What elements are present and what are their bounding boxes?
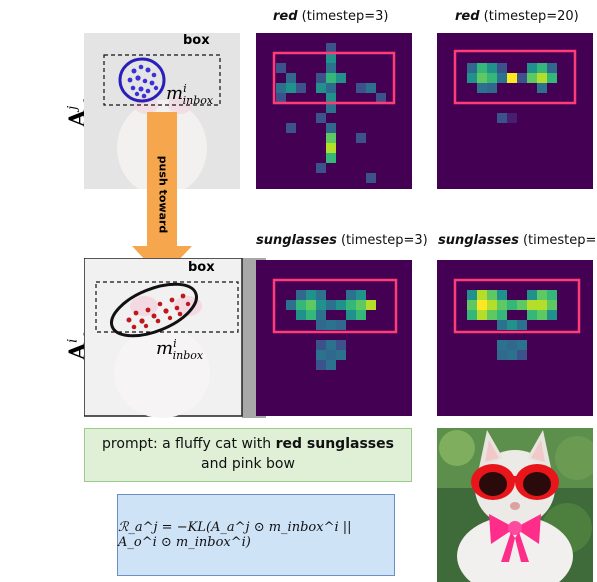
formula-box: ℛ_a^j = −KL(A_a^j ⊙ m_inbox^i || A_o^i ⊙… (117, 494, 395, 576)
generated-cat-image (437, 428, 593, 582)
prompt-bold: red sunglasses (275, 436, 394, 452)
bottom-dashed-box (95, 281, 239, 333)
caption-red-t20: red (timestep=20) (455, 9, 579, 24)
bottom-m-inbox-label: miinbox (156, 337, 204, 362)
sunglasses-t20-highlight (453, 278, 581, 334)
heatmap-sunglasses-t3 (256, 260, 412, 416)
pink-bow (489, 514, 541, 562)
red-t20-highlight (453, 49, 577, 105)
bottom-attention-panel (84, 258, 266, 418)
top-dashed-box (103, 54, 221, 106)
sunglasses-t3-highlight (272, 278, 398, 334)
top-mask-dots (127, 64, 159, 99)
prompt-box: prompt: a fluffy cat with red sunglasses… (84, 428, 412, 482)
heatmap-red-t20 (437, 33, 593, 189)
top-m-inbox-label: miinbox (166, 82, 214, 107)
push-toward-label: push toward (156, 155, 170, 234)
bottom-mask-dots (126, 293, 191, 330)
red-sunglasses (471, 464, 559, 500)
prompt-prefix: prompt: a fluffy cat with (102, 436, 276, 452)
formula-text: ℛ_a^j = −KL(A_a^j ⊙ m_inbox^i || A_o^i ⊙… (118, 520, 352, 550)
caption-sunglasses-t3: sunglasses (timestep=3) (256, 233, 428, 248)
top-mask-ellipse (118, 57, 166, 103)
bottom-mask-ellipse (110, 282, 198, 338)
top-box-label: box (183, 33, 210, 48)
prompt-suffix: and pink bow (201, 456, 295, 472)
red-t3-highlight (272, 51, 396, 105)
caption-red-t3: red (timestep=3) (273, 9, 389, 24)
bottom-box-label: box (188, 260, 215, 275)
heatmap-sunglasses-t20 (437, 260, 593, 416)
caption-sunglasses-t20: sunglasses (timestep=20 (438, 233, 597, 248)
heatmap-red-t3 (256, 33, 412, 189)
